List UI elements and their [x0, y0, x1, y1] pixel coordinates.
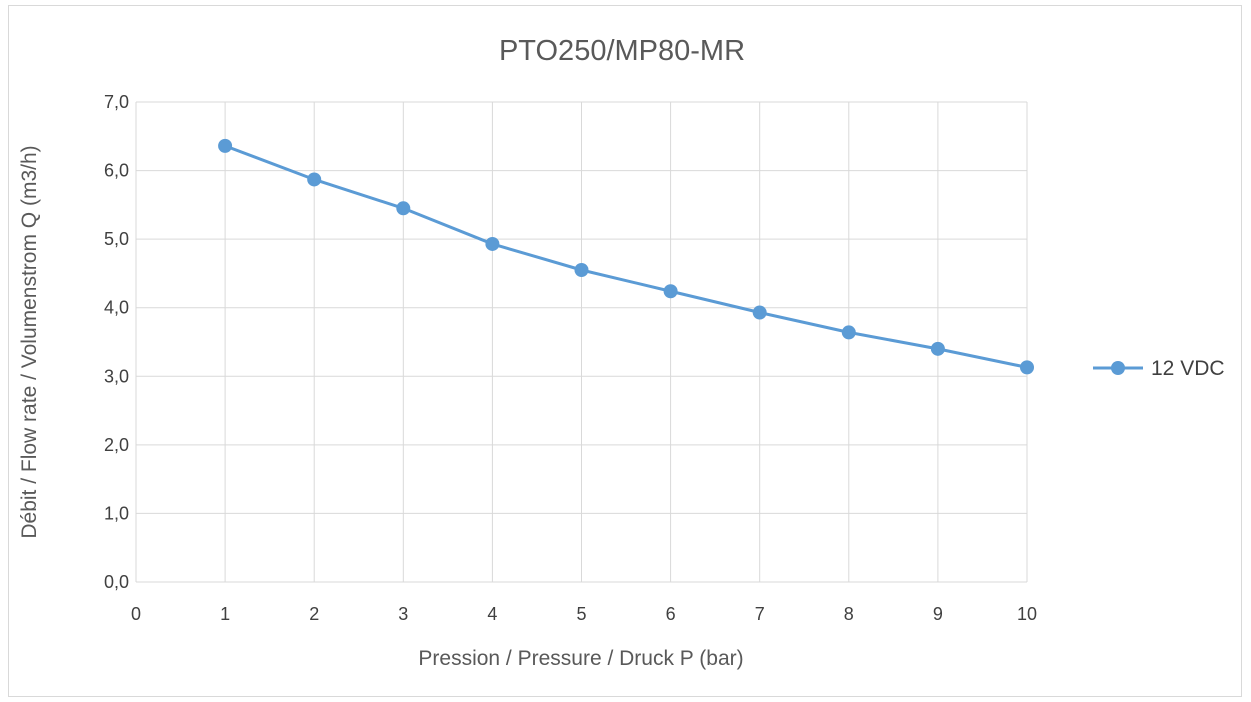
y-tick-label: 5,0 — [104, 229, 129, 249]
y-tick-label: 0,0 — [104, 572, 129, 592]
y-tick-label: 4,0 — [104, 298, 129, 318]
x-tick-label: 3 — [398, 604, 408, 624]
y-tick-label: 6,0 — [104, 161, 129, 181]
x-tick-label: 10 — [1017, 604, 1037, 624]
tick-labels: 0,0 1,0 2,0 3,0 4,0 5,0 6,0 7,0 0 1 2 3 4 5 6 7 8 9 10 — [104, 92, 1037, 624]
data-point — [841, 325, 856, 340]
legend-marker-12-vdc — [1111, 361, 1125, 375]
x-tick-label: 1 — [220, 604, 230, 624]
y-tick-label: 7,0 — [104, 92, 129, 112]
x-tick-label: 5 — [576, 604, 586, 624]
y-tick-label: 1,0 — [104, 503, 129, 523]
axes — [135, 102, 1027, 583]
series-layer — [218, 138, 1034, 375]
x-tick-label: 8 — [844, 604, 854, 624]
x-tick-label: 6 — [666, 604, 676, 624]
y-axis-label: Débit / Flow rate / Volumenstrom Q (m3/h… — [18, 145, 41, 538]
data-point — [663, 284, 678, 299]
x-tick-label: 7 — [755, 604, 765, 624]
data-point — [1020, 360, 1034, 375]
y-tick-label: 2,0 — [104, 435, 129, 455]
data-point — [307, 172, 322, 187]
x-axis-label: Pression / Pressure / Druck P (bar) — [418, 647, 743, 670]
data-point — [396, 201, 411, 216]
series-line-12-vdc — [224, 144, 1028, 369]
x-tick-label: 4 — [487, 604, 497, 624]
x-tick-label: 2 — [309, 604, 319, 624]
y-tick-label: 3,0 — [104, 366, 129, 386]
chart-title: PTO250/MP80-MR — [499, 35, 745, 67]
data-point — [485, 236, 500, 251]
legend-label-12-vdc: 12 VDC — [1151, 357, 1225, 380]
x-tick-label: 9 — [933, 604, 943, 624]
legend: 12 VDC — [1093, 357, 1225, 380]
data-point — [574, 263, 589, 277]
data-point — [930, 341, 945, 356]
x-tick-label: 0 — [131, 604, 141, 624]
data-point — [752, 305, 767, 320]
data-point — [218, 138, 233, 153]
